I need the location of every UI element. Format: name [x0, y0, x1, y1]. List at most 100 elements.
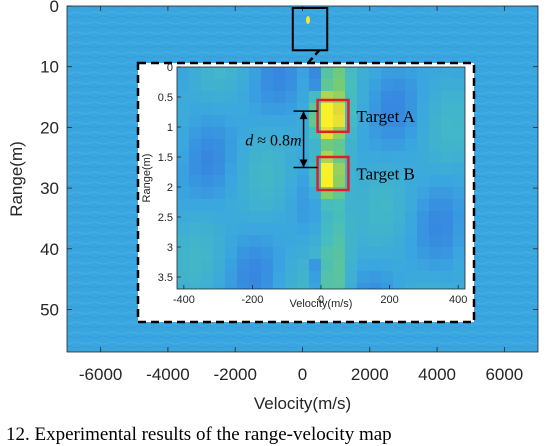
heatmap-cell [237, 271, 249, 283]
heatmap-cell [261, 91, 273, 103]
heatmap-cell [333, 163, 345, 175]
heatmap-cell [357, 67, 369, 79]
heatmap-cell [213, 91, 225, 103]
heatmap-cell [237, 163, 249, 175]
heatmap-cell [177, 127, 189, 139]
heatmap-cell [189, 271, 201, 283]
heatmap-cell [177, 199, 189, 211]
heatmap-cell [201, 223, 213, 235]
heatmap-cell [357, 163, 369, 175]
heatmap-cell [237, 259, 249, 271]
heatmap-cell [177, 211, 189, 223]
main-y-tick-label: 50 [40, 301, 59, 320]
heatmap-cell [201, 211, 213, 223]
heatmap-cell [273, 235, 285, 247]
separation-label: d ≈ 0.8m [245, 132, 301, 149]
heatmap-cell [453, 271, 465, 283]
target-label: Target B [356, 165, 414, 184]
heatmap-cell [441, 199, 453, 211]
heatmap-cell [441, 67, 453, 79]
heatmap-cell [225, 283, 237, 289]
heatmap-cell [249, 115, 261, 127]
heatmap-cell [189, 235, 201, 247]
heatmap-cell [261, 79, 273, 91]
heatmap-cell [453, 67, 465, 79]
heatmap-cell [441, 187, 453, 199]
heatmap-cell [357, 247, 369, 259]
heatmap-cell [237, 67, 249, 79]
heatmap-cell [225, 259, 237, 271]
heatmap-cell [453, 187, 465, 199]
heatmap-cell [261, 67, 273, 79]
heatmap-cell [405, 247, 417, 259]
heatmap-cell [345, 139, 357, 151]
heatmap-cell [321, 115, 333, 127]
heatmap-cell [441, 151, 453, 163]
heatmap-cell [321, 163, 333, 175]
heatmap-cell [309, 283, 321, 289]
heatmap-cell [441, 283, 453, 289]
heatmap-cell [453, 127, 465, 139]
inset-y-tick-label: 2.5 [158, 212, 173, 224]
heatmap-cell [213, 67, 225, 79]
heatmap-cell [297, 199, 309, 211]
heatmap-cell [201, 115, 213, 127]
heatmap-cell [417, 223, 429, 235]
heatmap-cell [345, 247, 357, 259]
heatmap-cell [453, 235, 465, 247]
heatmap-cell [381, 175, 393, 187]
heatmap-cell [441, 79, 453, 91]
heatmap-cell [381, 283, 393, 289]
heatmap-cell [369, 271, 381, 283]
heatmap-cell [417, 115, 429, 127]
heatmap-cell [453, 103, 465, 115]
heatmap-cell [405, 127, 417, 139]
heatmap-cell [225, 163, 237, 175]
heatmap-cell [441, 259, 453, 271]
heatmap-cell [285, 67, 297, 79]
heatmap-cell [453, 283, 465, 289]
heatmap-cell [237, 79, 249, 91]
heatmap-cell [417, 235, 429, 247]
heatmap-cell [405, 67, 417, 79]
heatmap-cell [333, 79, 345, 91]
heatmap-cell [261, 271, 273, 283]
inset-y-tick-label: 2 [167, 182, 173, 194]
heatmap-cell [261, 115, 273, 127]
heatmap-cell [201, 91, 213, 103]
heatmap-cell [417, 175, 429, 187]
heatmap-cell [429, 247, 441, 259]
heatmap-cell [381, 271, 393, 283]
heatmap-cell [189, 115, 201, 127]
heatmap-cell [321, 67, 333, 79]
heatmap-cell [393, 271, 405, 283]
heatmap-cell [429, 139, 441, 151]
heatmap-cell [381, 139, 393, 151]
heatmap-cell [321, 247, 333, 259]
heatmap-cell [189, 151, 201, 163]
heatmap-cell [333, 67, 345, 79]
heatmap-cell [261, 175, 273, 187]
heatmap-cell [261, 187, 273, 199]
heatmap-cell [417, 199, 429, 211]
heatmap-cell [297, 271, 309, 283]
heatmap-cell [249, 199, 261, 211]
heatmap-cell [249, 91, 261, 103]
zoom-box [291, 7, 329, 52]
main-x-tick-label: 0 [298, 365, 307, 384]
heatmap-cell [201, 67, 213, 79]
heatmap-cell [321, 235, 333, 247]
inset-y-axis-label: Range(m) [141, 154, 153, 203]
heatmap-cell [393, 127, 405, 139]
heatmap-cell [177, 283, 189, 289]
heatmap-cell [189, 127, 201, 139]
heatmap-cell [333, 199, 345, 211]
heatmap-cell [429, 127, 441, 139]
heatmap-cell [213, 259, 225, 271]
heatmap-cell [213, 115, 225, 127]
heatmap-cell [453, 115, 465, 127]
main-x-tick-label: 2000 [351, 365, 389, 384]
heatmap-cell [393, 187, 405, 199]
heatmap-cell [273, 199, 285, 211]
